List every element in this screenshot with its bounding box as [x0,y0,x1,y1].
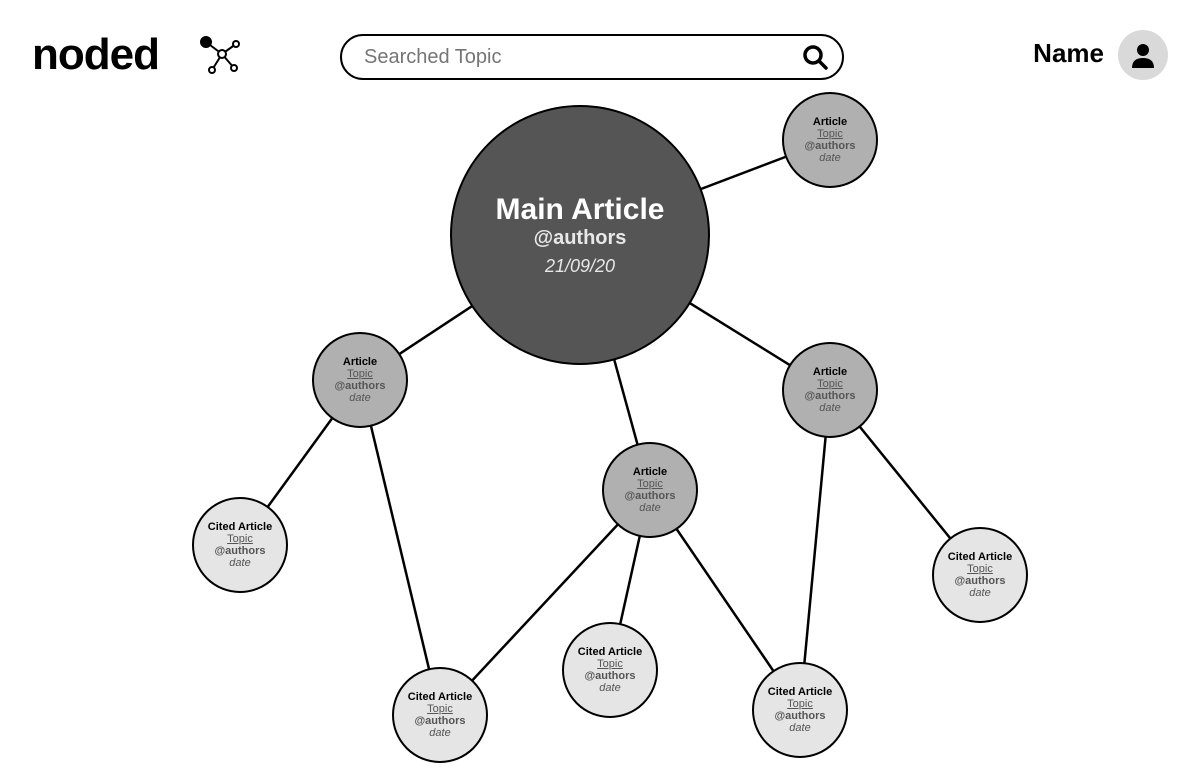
node-date: date [429,727,450,739]
node-date: date [969,587,990,599]
node-topic: Topic [817,128,843,140]
node-date: date [639,502,660,514]
cited-article-node[interactable]: Cited ArticleTopic@authorsdate [752,662,848,758]
node-title: Main Article [496,193,665,227]
node-title: Article [813,366,847,378]
node-topic: Topic [817,378,843,390]
node-date: 21/09/20 [545,256,615,277]
node-topic: Topic [597,658,623,670]
node-authors: @authors [804,390,855,402]
graph-edge [360,380,440,715]
node-date: date [819,402,840,414]
node-topic: Topic [227,533,253,545]
node-title: Cited Article [948,551,1012,563]
article-node[interactable]: ArticleTopic@authorsdate [782,92,878,188]
node-title: Cited Article [208,521,272,533]
node-date: date [789,722,810,734]
main-article-node[interactable]: Main Article@authors 21/09/20 [450,105,710,365]
node-title: Article [343,356,377,368]
node-title: Cited Article [408,691,472,703]
node-topic: Topic [637,478,663,490]
node-authors: @authors [774,710,825,722]
node-authors: @authors [584,670,635,682]
node-title: Cited Article [578,646,642,658]
node-authors: @authors [214,545,265,557]
article-node[interactable]: ArticleTopic@authorsdate [602,442,698,538]
node-topic: Topic [427,703,453,715]
node-authors: @authors [954,575,1005,587]
article-node[interactable]: ArticleTopic@authorsdate [312,332,408,428]
cited-article-node[interactable]: Cited ArticleTopic@authorsdate [562,622,658,718]
node-topic: Topic [787,698,813,710]
node-authors: @authors [624,490,675,502]
cited-article-node[interactable]: Cited ArticleTopic@authorsdate [192,497,288,593]
article-node[interactable]: ArticleTopic@authorsdate [782,342,878,438]
node-authors: @authors [534,227,627,250]
node-date: date [599,682,620,694]
node-title: Article [633,466,667,478]
node-date: date [229,557,250,569]
node-title: Cited Article [768,686,832,698]
node-title: Article [813,116,847,128]
node-authors: @authors [334,380,385,392]
node-date: date [349,392,370,404]
node-authors: @authors [414,715,465,727]
node-topic: Topic [347,368,373,380]
node-topic: Topic [967,563,993,575]
node-authors: @authors [804,140,855,152]
node-date: date [819,152,840,164]
cited-article-node[interactable]: Cited ArticleTopic@authorsdate [392,667,488,763]
cited-article-node[interactable]: Cited ArticleTopic@authorsdate [932,527,1028,623]
